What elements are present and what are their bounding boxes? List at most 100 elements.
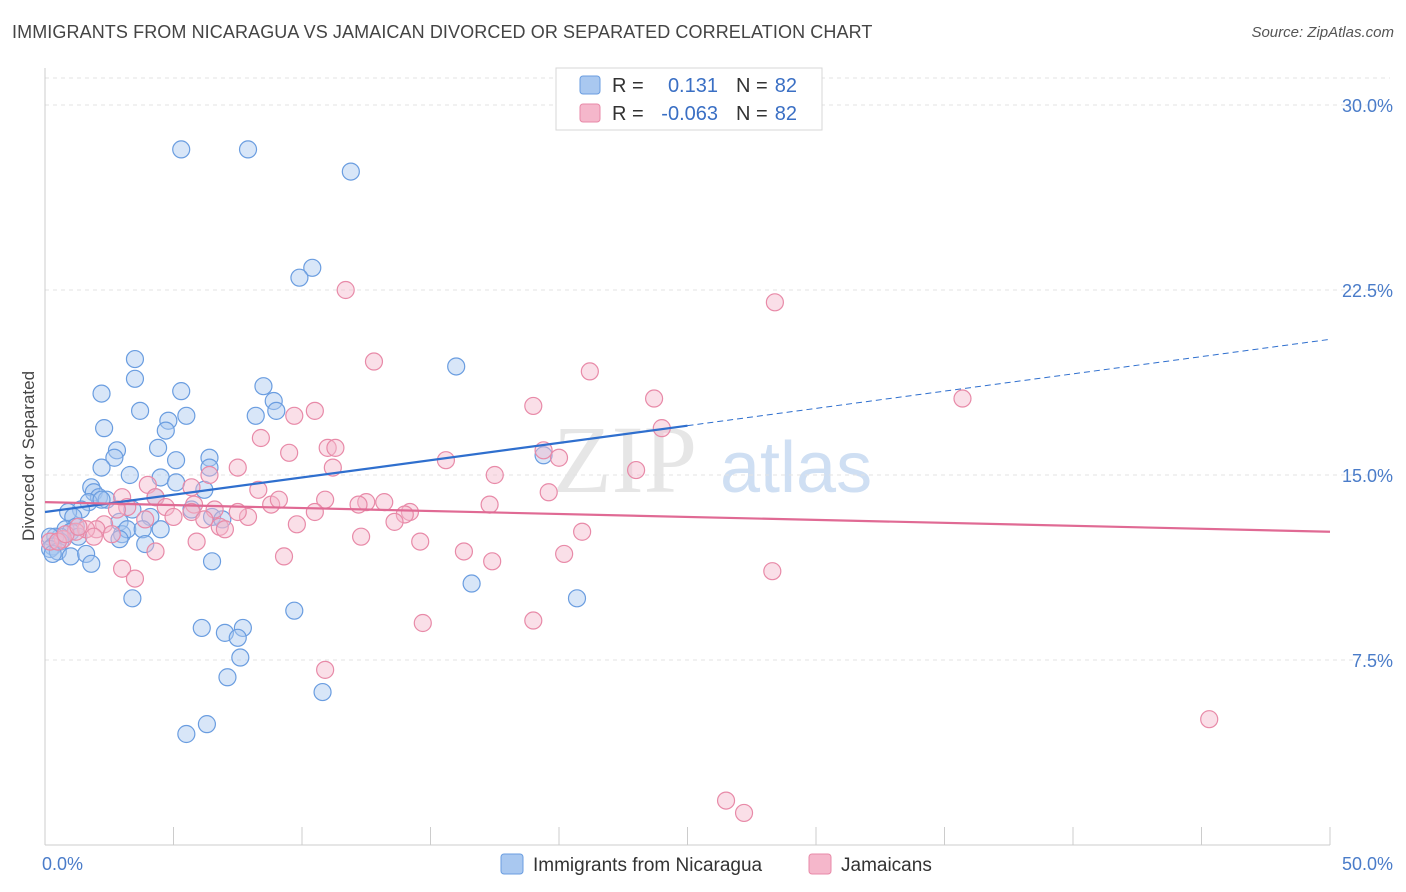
jamaican-point	[480, 495, 499, 514]
legend-r-label-jamaicans: R =	[612, 103, 644, 125]
jamaican-point	[539, 483, 558, 502]
nicaragua-point	[82, 554, 101, 573]
jamaican-point	[580, 362, 599, 381]
jamaican-point	[485, 465, 504, 485]
series-nicaragua-points	[41, 140, 587, 744]
x-tick-label-max: 50.0%	[1342, 854, 1393, 874]
jamaican-point	[112, 559, 132, 578]
jamaican-point	[765, 293, 784, 312]
jamaican-point	[136, 510, 155, 529]
nicaragua-point	[77, 544, 96, 564]
nicaragua-point	[130, 401, 150, 420]
jamaican-point	[573, 522, 592, 541]
nicaragua-point	[61, 547, 80, 566]
y-tick-labels: 7.5% 15.0% 22.5% 30.0%	[1342, 96, 1393, 671]
jamaican-point	[200, 465, 219, 485]
nicaragua-point	[254, 377, 273, 396]
legend-n-value-nicaragua: 82	[775, 75, 797, 97]
jamaican-point	[107, 500, 127, 519]
jamaican-point	[549, 448, 569, 467]
legend-r-value-jamaicans: -0.063	[661, 103, 718, 125]
nicaragua-point	[156, 421, 175, 440]
axes	[44, 68, 1331, 846]
jamaican-point	[69, 517, 88, 536]
jamaican-point	[305, 401, 324, 420]
jamaican-point	[454, 542, 474, 561]
jamaican-point	[734, 803, 754, 823]
series-legend: Immigrants from Nicaragua Jamaicans	[500, 853, 932, 876]
y-tick-label: 30.0%	[1342, 96, 1393, 116]
nicaragua-point	[172, 140, 191, 159]
jamaican-point	[285, 406, 304, 425]
nicaragua-point	[290, 268, 309, 287]
bottom-legend-jamaicans: Jamaicans	[841, 855, 932, 876]
nicaragua-point	[82, 478, 101, 497]
jamaican-point	[287, 515, 306, 534]
jamaican-point	[436, 451, 456, 470]
jamaican-point	[195, 510, 214, 529]
nicaragua-point	[166, 451, 186, 470]
x-tick-label-min: 0.0%	[42, 854, 83, 874]
jamaican-point	[644, 389, 664, 408]
legend-n-value-jamaicans: 82	[775, 103, 797, 125]
jamaican-point	[352, 527, 371, 546]
y-tick-label: 15.0%	[1342, 466, 1393, 486]
jamaican-point	[316, 660, 335, 679]
jamaican-point	[251, 428, 270, 448]
jamaican-point	[187, 532, 206, 551]
nicaragua-point	[95, 419, 114, 438]
nicaragua-point	[303, 258, 322, 277]
bottom-legend-swatch-jamaicans	[808, 853, 832, 875]
legend-n-label-nicaragua: N =	[736, 75, 768, 97]
nicaragua-point	[123, 589, 142, 608]
jamaican-point	[318, 438, 337, 457]
nicaragua-point	[125, 369, 145, 388]
nicaragua-point	[200, 458, 219, 477]
source-credit: Source: ZipAtlas.com	[1251, 24, 1394, 41]
chart-title: IMMIGRANTS FROM NICARAGUA VS JAMAICAN DI…	[12, 22, 873, 42]
nicaragua-point	[148, 438, 168, 457]
nicaragua-point	[92, 458, 111, 477]
legend-swatch-nicaragua	[579, 75, 601, 95]
nicaragua-point	[313, 682, 332, 702]
jamaican-point	[953, 389, 972, 408]
y-axis-label: Divorced or Separated	[19, 371, 38, 541]
nicaragua-point	[341, 162, 360, 181]
series-jamaicans-points	[41, 280, 1219, 823]
y-tick-label: 7.5%	[1352, 651, 1393, 671]
nicaragua-point	[177, 406, 196, 425]
jamaican-point	[413, 613, 432, 633]
nicaragua-point	[120, 465, 139, 485]
jamaican-point	[125, 569, 145, 588]
jamaican-point	[411, 532, 430, 551]
nicaragua-point	[285, 601, 304, 620]
trend-lines	[44, 338, 1331, 533]
jamaican-point	[524, 611, 543, 630]
x-tick-labels: 0.0% 50.0%	[42, 854, 1393, 874]
jamaican-point	[555, 544, 574, 564]
jamaican-point	[305, 502, 324, 522]
correlation-legend: R = 0.131 N = 82 R = -0.063 N = 82	[555, 67, 823, 131]
jamaican-point	[156, 497, 175, 517]
jamaican-point	[385, 512, 404, 531]
jamaican-point	[626, 460, 646, 480]
jamaican-trend-line	[44, 501, 1331, 533]
jamaican-point	[84, 527, 103, 546]
jamaican-point	[326, 438, 345, 457]
nicaragua-point	[136, 534, 155, 554]
nicaragua-point	[43, 537, 62, 556]
nicaragua-point	[151, 520, 170, 539]
nicaragua-point	[92, 384, 111, 403]
jamaican-point	[375, 493, 394, 512]
legend-swatch-jamaicans	[579, 103, 601, 123]
nicaragua-point	[228, 628, 247, 647]
watermark-zip: ZIP	[553, 406, 697, 513]
jamaican-point	[716, 791, 736, 810]
jamaican-point	[164, 507, 183, 527]
jamaican-point	[274, 547, 294, 566]
jamaican-point	[364, 352, 384, 371]
watermark: ZIP atlas	[553, 406, 872, 513]
nicaragua-point	[112, 525, 132, 544]
jamaican-point	[336, 280, 355, 300]
